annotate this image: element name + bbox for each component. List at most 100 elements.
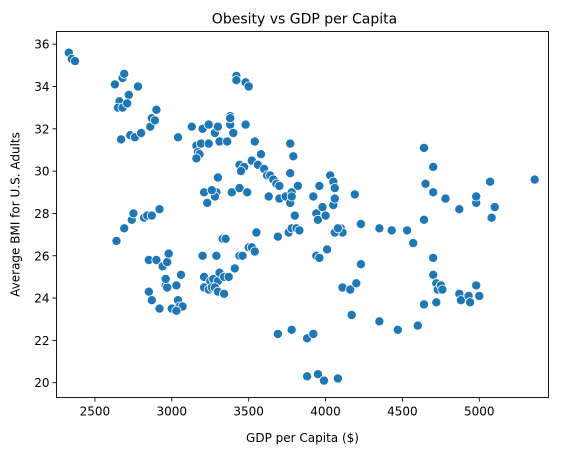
data-point: [110, 80, 119, 89]
data-point: [221, 234, 230, 243]
data-point: [419, 215, 428, 224]
data-point: [429, 162, 438, 171]
data-point: [243, 188, 252, 197]
data-point: [173, 133, 182, 142]
data-point: [252, 228, 261, 237]
data-point: [273, 329, 282, 338]
data-point: [163, 283, 172, 292]
y-tick-label: 22: [34, 334, 49, 348]
x-tick-label: 3000: [157, 405, 188, 419]
data-point: [352, 279, 361, 288]
data-point: [419, 143, 428, 152]
y-tick-label: 20: [34, 376, 49, 390]
data-point: [230, 264, 239, 273]
data-point: [124, 90, 133, 99]
data-point: [203, 198, 212, 207]
data-point: [309, 329, 318, 338]
data-point: [273, 232, 282, 241]
y-tick-label: 28: [34, 207, 49, 221]
data-point: [117, 135, 126, 144]
x-tick-label: 5000: [464, 405, 495, 419]
data-point: [147, 296, 156, 305]
data-point: [441, 194, 450, 203]
data-point: [232, 76, 241, 85]
data-point: [112, 236, 121, 245]
data-point: [172, 306, 181, 315]
data-point: [303, 372, 312, 381]
data-point: [375, 224, 384, 233]
data-point: [455, 205, 464, 214]
data-point: [530, 175, 539, 184]
data-point: [409, 239, 418, 248]
data-point: [413, 321, 422, 330]
chart-title: Obesity vs GDP per Capita: [212, 12, 397, 28]
data-point: [164, 249, 173, 258]
data-point: [150, 116, 159, 125]
y-tick-label: 30: [34, 165, 49, 179]
data-point: [204, 120, 213, 129]
data-point: [487, 213, 496, 222]
data-point: [333, 224, 342, 233]
data-point: [490, 203, 499, 212]
data-point: [120, 224, 129, 233]
data-point: [432, 298, 441, 307]
data-point: [403, 226, 412, 235]
data-point: [293, 181, 302, 190]
data-point: [323, 245, 332, 254]
x-tick-label: 4000: [310, 405, 341, 419]
data-point: [387, 226, 396, 235]
y-tick-label: 24: [34, 292, 49, 306]
data-point: [287, 325, 296, 334]
data-point: [315, 181, 324, 190]
data-point: [250, 247, 259, 256]
y-axis-label: Average BMI for U.S. Adults: [9, 132, 23, 297]
data-point: [207, 186, 216, 195]
data-point: [244, 82, 253, 91]
data-point: [290, 211, 299, 220]
data-point: [486, 177, 495, 186]
data-point: [187, 122, 196, 131]
x-axis-label: GDP per Capita ($): [246, 431, 359, 445]
data-point: [163, 258, 172, 267]
data-point: [238, 251, 247, 260]
data-point: [213, 122, 222, 131]
data-point: [375, 317, 384, 326]
data-point: [356, 219, 365, 228]
data-point: [264, 192, 273, 201]
data-point: [147, 211, 156, 220]
x-tick-label: 4500: [387, 405, 418, 419]
data-point: [198, 251, 207, 260]
data-point: [70, 57, 79, 66]
data-point: [350, 190, 359, 199]
data-point: [220, 289, 229, 298]
data-point: [421, 179, 430, 188]
data-point: [321, 211, 330, 220]
data-point: [286, 169, 295, 178]
y-tick-label: 36: [34, 38, 49, 52]
data-point: [347, 310, 356, 319]
data-point: [129, 209, 138, 218]
data-point: [137, 128, 146, 137]
data-point: [429, 253, 438, 262]
data-point: [241, 120, 250, 129]
data-point: [318, 203, 327, 212]
data-point: [229, 128, 238, 137]
data-point: [330, 184, 339, 193]
data-point: [275, 181, 284, 190]
y-tick-label: 34: [34, 80, 49, 94]
data-point: [133, 82, 142, 91]
y-tick-label: 32: [34, 122, 49, 136]
data-point: [393, 325, 402, 334]
data-point: [475, 291, 484, 300]
data-point: [333, 374, 342, 383]
data-point: [250, 137, 259, 146]
data-point: [319, 376, 328, 385]
data-point: [289, 152, 298, 161]
data-point: [429, 270, 438, 279]
y-tick-label: 26: [34, 249, 49, 263]
data-point: [309, 192, 318, 201]
data-point: [213, 173, 222, 182]
data-point: [152, 105, 161, 114]
data-point: [429, 188, 438, 197]
